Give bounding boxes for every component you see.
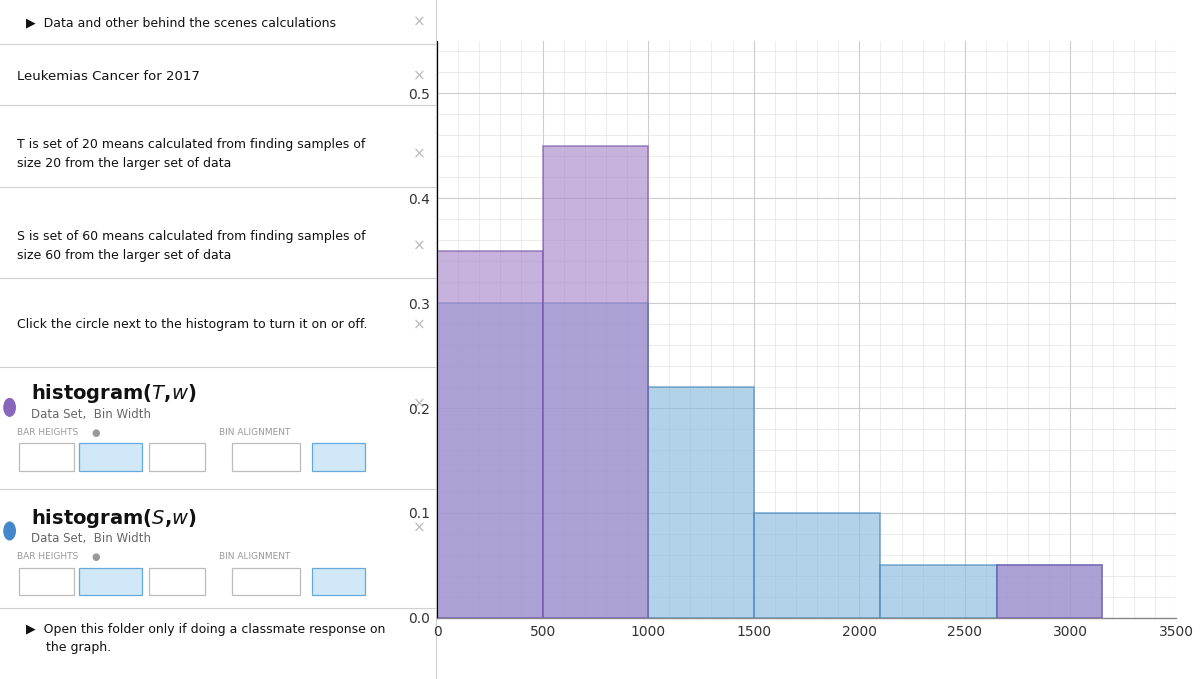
FancyBboxPatch shape [149, 568, 205, 595]
Text: ●: ● [91, 552, 101, 562]
Text: Leukemias Cancer for 2017: Leukemias Cancer for 2017 [18, 69, 200, 83]
Text: Center: Center [247, 576, 284, 586]
Text: ×: × [413, 147, 426, 162]
Text: Density: Density [156, 452, 198, 462]
Bar [437, 303, 542, 618]
Text: Click the circle next to the histogram to turn it on or off.: Click the circle next to the histogram t… [18, 318, 368, 331]
Text: ×: × [413, 397, 426, 411]
Text: BAR HEIGHTS: BAR HEIGHTS [18, 428, 79, 437]
Text: Count: Count [30, 576, 64, 586]
FancyBboxPatch shape [232, 568, 300, 595]
Text: T is set of 20 means calculated from finding samples of
size 20 from the larger : T is set of 20 means calculated from fin… [18, 138, 366, 170]
Text: BAR HEIGHTS: BAR HEIGHTS [18, 552, 79, 562]
Bar [881, 566, 996, 618]
Text: Left: Left [326, 576, 352, 586]
FancyBboxPatch shape [79, 568, 143, 595]
Circle shape [4, 522, 16, 540]
Bar [542, 146, 648, 618]
Text: Density: Density [156, 576, 198, 586]
Text: ×: × [413, 317, 426, 332]
FancyBboxPatch shape [232, 443, 300, 471]
Bar [542, 303, 648, 618]
Bar [437, 251, 542, 618]
Text: BIN ALIGNMENT: BIN ALIGNMENT [218, 428, 290, 437]
Text: ×: × [413, 69, 426, 84]
Text: Count: Count [30, 452, 64, 462]
FancyBboxPatch shape [312, 568, 365, 595]
FancyBboxPatch shape [19, 443, 74, 471]
FancyBboxPatch shape [312, 443, 365, 471]
Text: ×: × [413, 239, 426, 254]
FancyBboxPatch shape [149, 443, 205, 471]
Text: ▶  Data and other behind the scenes calculations: ▶ Data and other behind the scenes calcu… [26, 16, 336, 29]
Text: ×: × [413, 15, 426, 30]
Circle shape [4, 399, 16, 416]
Text: S is set of 60 means calculated from finding samples of
size 60 from the larger : S is set of 60 means calculated from fin… [18, 230, 366, 263]
Bar [648, 387, 754, 618]
Text: Data Set,  Bin Width: Data Set, Bin Width [30, 532, 150, 545]
Text: Data Set,  Bin Width: Data Set, Bin Width [30, 407, 150, 421]
Text: $\bf{histogram(}$$\it{T}$$\bf{,}$$\it{w}$$\bf{)}$: $\bf{histogram(}$$\it{T}$$\bf{,}$$\it{w}… [30, 382, 196, 405]
FancyBboxPatch shape [79, 443, 143, 471]
Text: ×: × [413, 521, 426, 536]
Text: ▶  Open this folder only if doing a classmate response on
     the graph.: ▶ Open this folder only if doing a class… [26, 623, 385, 654]
Bar [996, 566, 1102, 618]
Text: Left: Left [326, 452, 352, 462]
Bar [996, 566, 1102, 618]
FancyBboxPatch shape [19, 568, 74, 595]
Text: BIN ALIGNMENT: BIN ALIGNMENT [218, 552, 290, 562]
Bar [754, 513, 881, 618]
Text: $\bf{histogram(}$$\it{S}$$\bf{,}$$\it{w}$$\bf{)}$: $\bf{histogram(}$$\it{S}$$\bf{,}$$\it{w}… [30, 507, 197, 530]
Text: Relative: Relative [85, 576, 136, 586]
Text: Relative: Relative [85, 452, 136, 462]
Text: ●: ● [91, 428, 101, 437]
Text: Center: Center [247, 452, 284, 462]
